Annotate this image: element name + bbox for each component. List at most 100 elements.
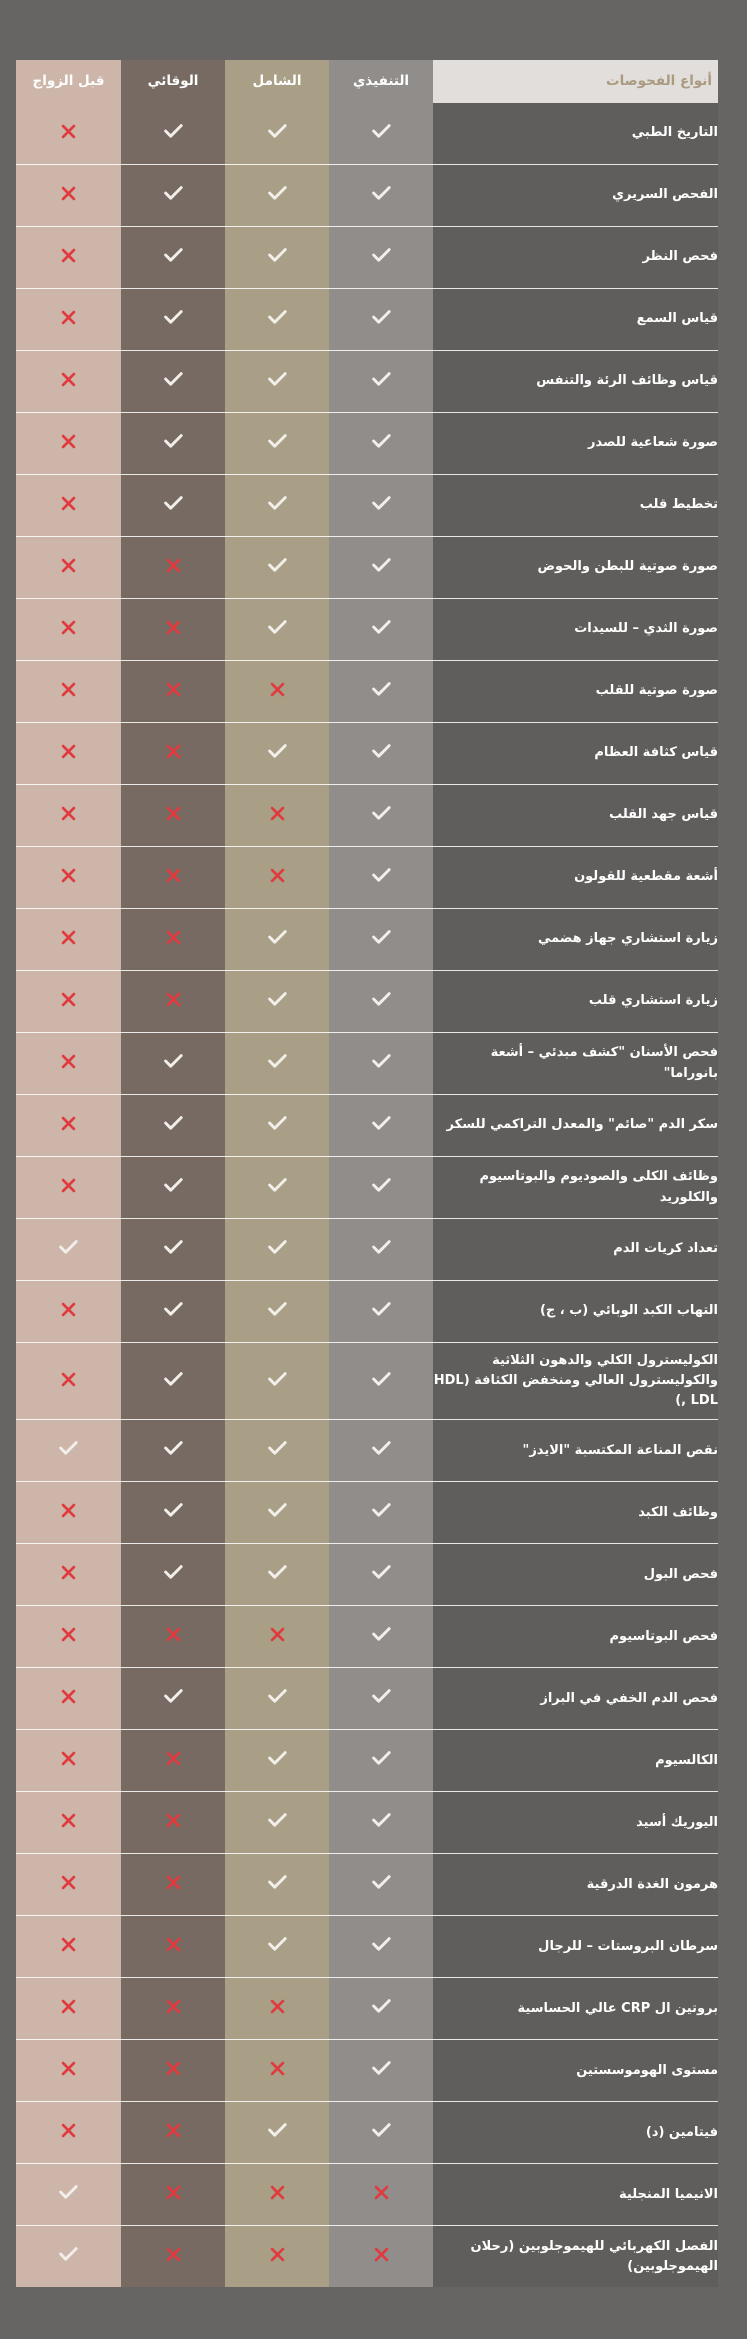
cross-icon xyxy=(61,496,76,511)
table-row: الفحص السريري xyxy=(16,164,718,227)
availability-cell-preventive xyxy=(121,2101,225,2165)
table-row: بروتين ال CRP عالي الحساسية xyxy=(16,1977,718,2041)
check-icon xyxy=(267,744,287,759)
availability-cell-preventive xyxy=(121,908,225,971)
table-row: قياس جهد القلب xyxy=(16,784,718,847)
availability-cell-executive xyxy=(329,722,433,785)
check-icon xyxy=(267,1751,287,1766)
availability-cell-premarital xyxy=(16,2163,121,2227)
availability-cell-comprehensive xyxy=(225,1156,329,1219)
examination-name-cell: قياس جهد القلب xyxy=(433,784,718,847)
availability-cell-executive xyxy=(329,1419,433,1483)
cross-icon xyxy=(61,1689,76,1704)
availability-cell-comprehensive xyxy=(225,722,329,785)
availability-cell-comprehensive xyxy=(225,1280,329,1343)
check-icon xyxy=(371,682,391,697)
availability-cell-comprehensive xyxy=(225,846,329,909)
cross-icon xyxy=(166,558,181,573)
table-row: تخطيط قلب xyxy=(16,474,718,537)
examination-name-cell: فحص النظر xyxy=(433,226,718,289)
availability-cell-preventive xyxy=(121,226,225,289)
examination-name-cell: فحص الأسنان "كشف مبدئي – أشعة بانوراما" xyxy=(433,1032,718,1095)
check-icon xyxy=(371,868,391,883)
availability-cell-preventive xyxy=(121,1791,225,1855)
examination-name-cell: وظائف الكلى والصوديوم والبوتاسيوم والكلو… xyxy=(433,1156,718,1219)
examination-name-cell: بروتين ال CRP عالي الحساسية xyxy=(433,1977,718,2041)
check-icon xyxy=(163,1441,183,1456)
table-row: التهاب الكبد الوبائي (ب ، ج) xyxy=(16,1280,718,1343)
availability-cell-preventive xyxy=(121,1667,225,1731)
table-row: الانيميا المنجلية xyxy=(16,2163,718,2227)
availability-cell-premarital xyxy=(16,288,121,351)
check-icon xyxy=(163,124,183,139)
table-row: سرطان البروستات – للرجال xyxy=(16,1915,718,1979)
cross-icon xyxy=(270,868,285,883)
examination-name-cell: زيارة استشاري جهاز هضمي xyxy=(433,908,718,971)
table-row: تعداد كريات الدم xyxy=(16,1218,718,1281)
examination-name-cell: الفصل الكهربائي للهيموجلوبين (رحلان الهي… xyxy=(433,2225,718,2288)
availability-cell-premarital xyxy=(16,474,121,537)
availability-cell-preventive xyxy=(121,1543,225,1607)
examination-name-cell: فحص البول xyxy=(433,1543,718,1607)
table-row: وظائف الكلى والصوديوم والبوتاسيوم والكلو… xyxy=(16,1156,718,1219)
examination-name-cell: نقص المناعة المكتسبة "الايدز" xyxy=(433,1419,718,1483)
table-row: فحص البول xyxy=(16,1543,718,1607)
column-header-preventive: الوقائي xyxy=(121,60,225,103)
cross-icon xyxy=(374,2247,389,2262)
availability-cell-premarital xyxy=(16,226,121,289)
availability-cell-comprehensive xyxy=(225,1481,329,1545)
availability-cell-premarital xyxy=(16,784,121,847)
availability-cell-premarital xyxy=(16,1977,121,2041)
availability-cell-comprehensive xyxy=(225,412,329,475)
table-row: صورة صوتية للقلب xyxy=(16,660,718,723)
table-row: سكر الدم "صائم" والمعدل التراكمي للسكر xyxy=(16,1094,718,1157)
availability-cell-comprehensive xyxy=(225,1032,329,1095)
check-icon xyxy=(267,1441,287,1456)
check-icon xyxy=(267,124,287,139)
cross-icon xyxy=(61,310,76,325)
cross-icon xyxy=(61,1875,76,1890)
table-row: فحص الدم الخفي في البراز xyxy=(16,1667,718,1731)
cross-icon xyxy=(166,2185,181,2200)
check-icon xyxy=(371,496,391,511)
availability-cell-preventive xyxy=(121,536,225,599)
examination-name-cell: تعداد كريات الدم xyxy=(433,1218,718,1281)
examination-name-cell: تخطيط قلب xyxy=(433,474,718,537)
check-icon xyxy=(371,930,391,945)
examination-name-cell: الانيميا المنجلية xyxy=(433,2163,718,2227)
availability-cell-premarital xyxy=(16,1915,121,1979)
check-icon xyxy=(371,1302,391,1317)
availability-cell-premarital xyxy=(16,1419,121,1483)
examination-name-cell: الكوليسترول الكلي والدهون الثلاثية والكو… xyxy=(433,1342,718,1421)
availability-cell-premarital xyxy=(16,660,121,723)
check-icon xyxy=(371,2061,391,2076)
availability-cell-executive xyxy=(329,1667,433,1731)
cross-icon xyxy=(166,682,181,697)
availability-cell-executive xyxy=(329,350,433,413)
availability-cell-executive xyxy=(329,2101,433,2165)
check-icon xyxy=(371,248,391,263)
cross-icon xyxy=(61,1751,76,1766)
availability-cell-executive xyxy=(329,1481,433,1545)
availability-cell-executive xyxy=(329,536,433,599)
check-icon xyxy=(371,1371,391,1387)
check-icon xyxy=(163,248,183,263)
examination-name-cell: قياس وظائف الرئة والتنفس xyxy=(433,350,718,413)
cross-icon xyxy=(166,2123,181,2138)
check-icon xyxy=(163,434,183,449)
availability-cell-executive xyxy=(329,1156,433,1219)
table-row: صورة شعاعية للصدر xyxy=(16,412,718,475)
cross-icon xyxy=(270,2185,285,2200)
check-icon xyxy=(371,1689,391,1704)
check-icon xyxy=(267,1503,287,1518)
table-row: صورة صوتية للبطن والحوض xyxy=(16,536,718,599)
availability-cell-executive xyxy=(329,1218,433,1281)
check-icon xyxy=(371,2123,391,2138)
availability-cell-executive xyxy=(329,1977,433,2041)
check-icon xyxy=(371,310,391,325)
availability-cell-preventive xyxy=(121,846,225,909)
check-icon xyxy=(371,620,391,635)
availability-cell-preventive xyxy=(121,103,225,165)
table-row: الفصل الكهربائي للهيموجلوبين (رحلان الهي… xyxy=(16,2225,718,2288)
availability-cell-comprehensive xyxy=(225,164,329,227)
